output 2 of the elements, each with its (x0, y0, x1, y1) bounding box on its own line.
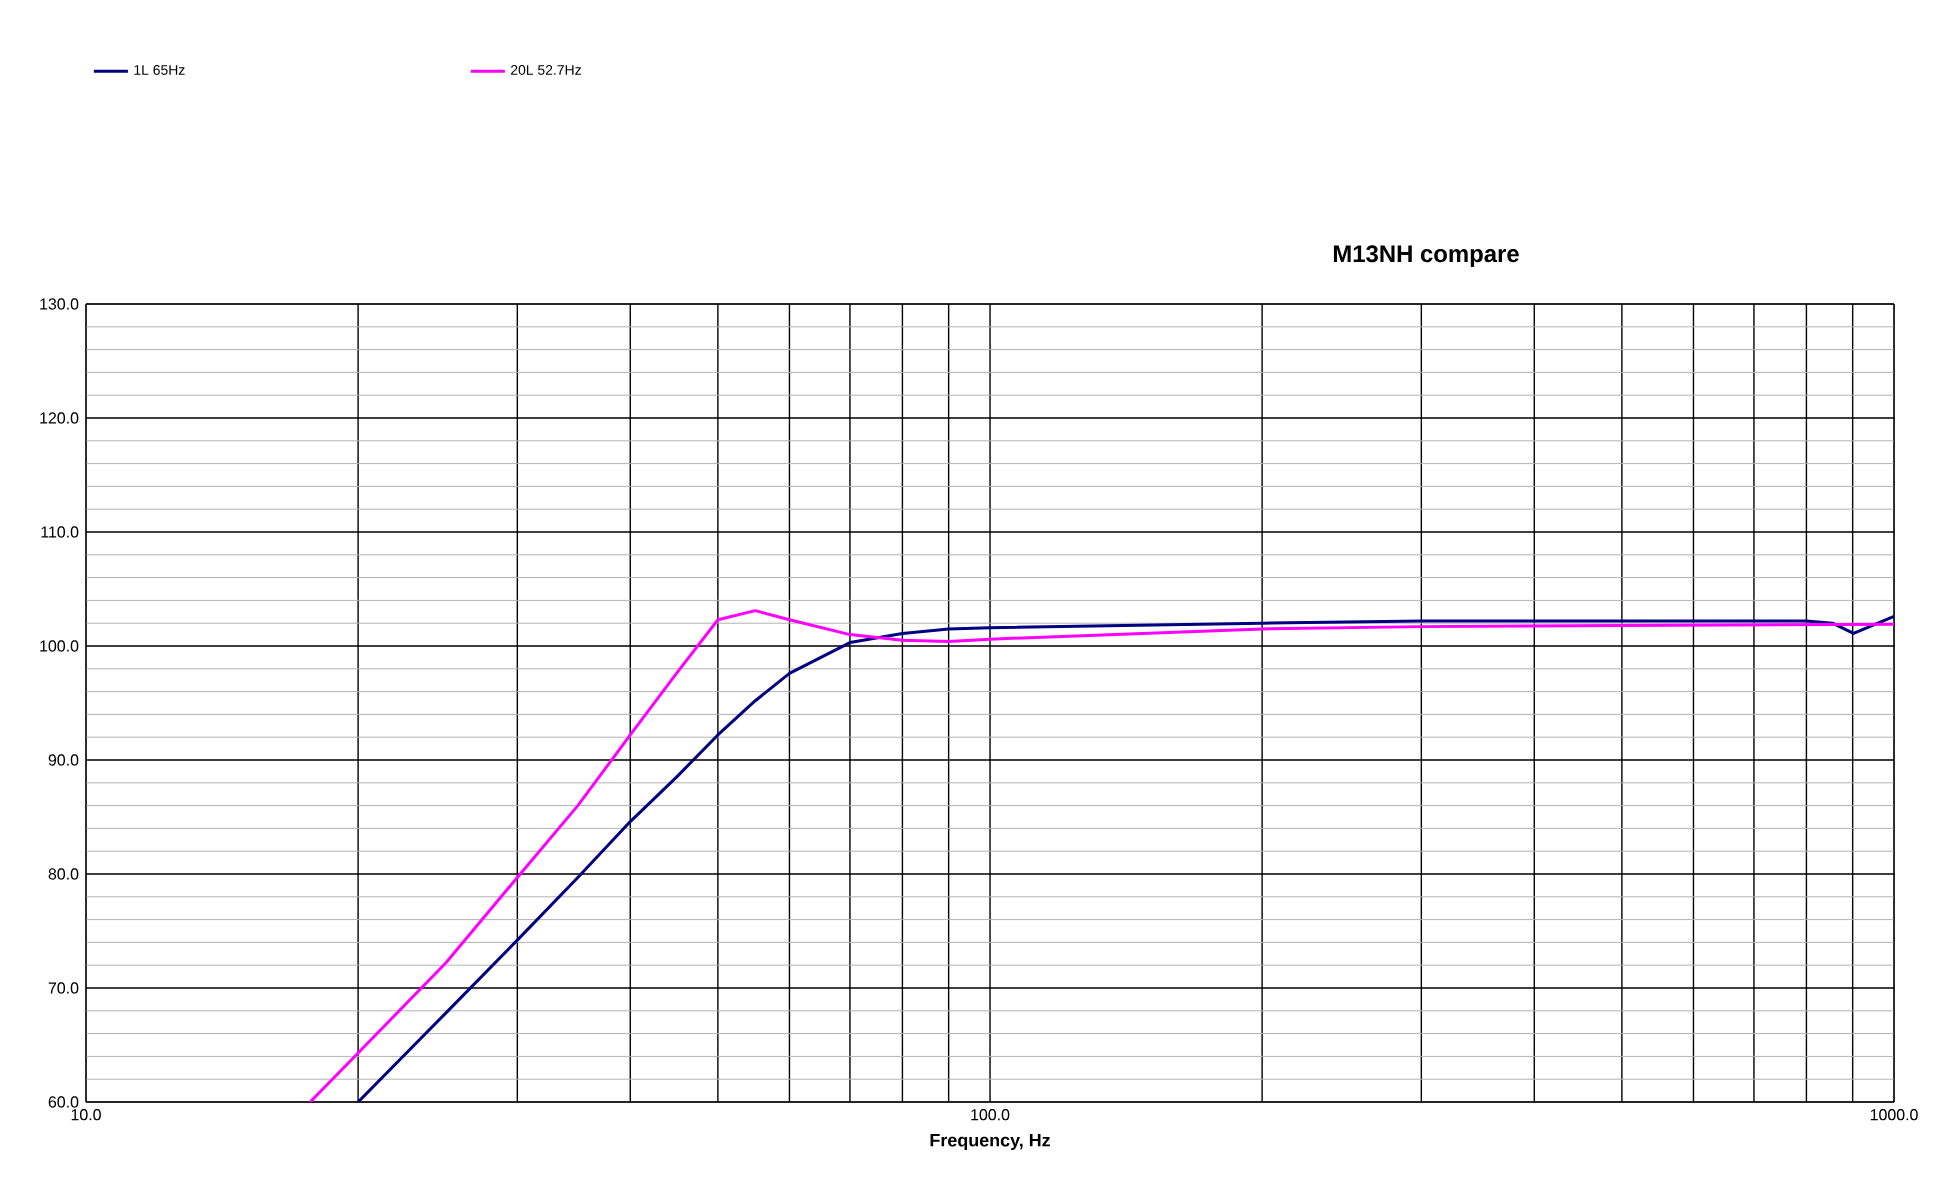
x-axis-title: Frequency, Hz (930, 1134, 1050, 1151)
chart-title: M13NH compare (1333, 245, 1519, 267)
